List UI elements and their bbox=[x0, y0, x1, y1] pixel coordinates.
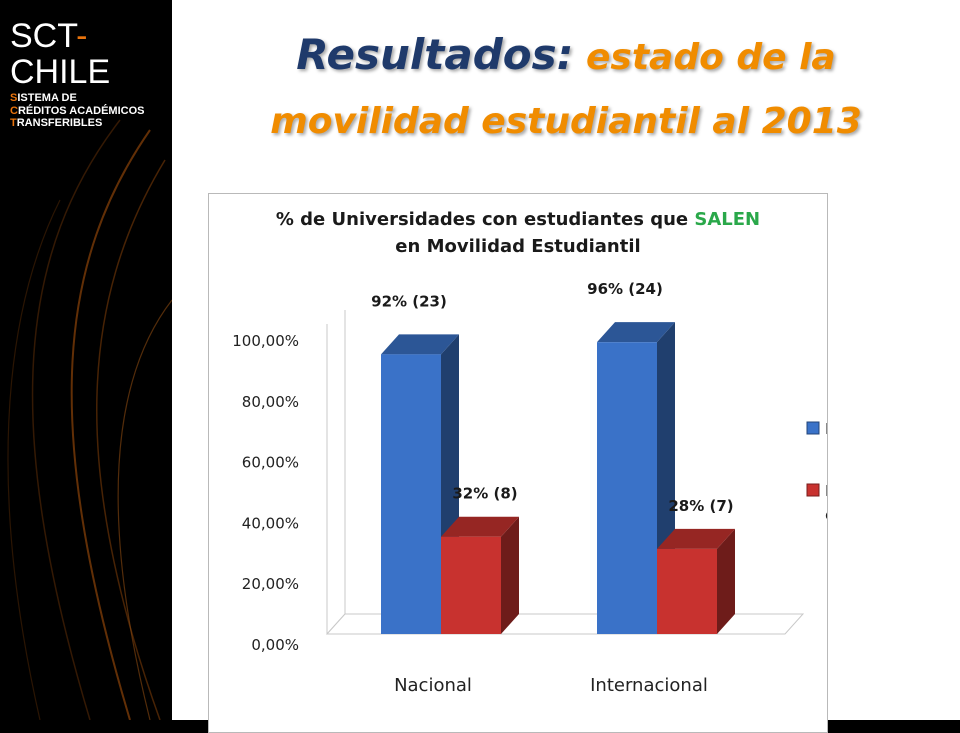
legend-swatch bbox=[806, 483, 820, 497]
data-label: 28% (7) bbox=[668, 497, 733, 515]
slide-title-lead: Resultados: bbox=[296, 30, 574, 79]
y-tick-label: 20,00% bbox=[242, 575, 299, 593]
brand-sub-line: SISTEMA DE bbox=[10, 92, 172, 105]
brand-name-part2: CHILE bbox=[10, 53, 111, 91]
bar-top bbox=[597, 322, 675, 343]
chart-title-part1: % de Universidades con estudiantes que bbox=[275, 209, 695, 230]
brand-name-part1: SCT bbox=[10, 17, 77, 55]
y-tick-label: 0,00% bbox=[251, 636, 299, 654]
chart-svg: 0,00% 20,00% 40,00% 60,00% 80,00% 100,00% 92% … bbox=[232, 280, 827, 696]
y-tick-label: 60,00% bbox=[242, 454, 299, 472]
data-label: 92% (23) bbox=[371, 292, 447, 310]
brand-sub-rest: RÉDITOS ACADÉMICOS bbox=[17, 104, 145, 117]
brand-sub-initial: S bbox=[10, 92, 18, 104]
bar-top bbox=[657, 528, 735, 549]
slide-title-line1: Resultados: estado de la bbox=[172, 26, 960, 93]
swirl-decoration bbox=[7, 119, 172, 720]
brand-name-separator: - bbox=[76, 17, 88, 55]
legend-label: Movilidad bbox=[825, 420, 827, 438]
legend-label-cont: en SCT bbox=[825, 506, 827, 524]
legend-label: Movilidad bbox=[825, 482, 827, 500]
data-label: 96% (24) bbox=[587, 280, 663, 298]
brand-sub-line: TRANSFERIBLES bbox=[10, 117, 172, 130]
sidebar: SCT-CHILE SISTEMA DE CRÉDITOS ACADÉMICOS… bbox=[0, 0, 172, 720]
legend-swatch bbox=[806, 421, 820, 435]
bar-top bbox=[381, 334, 459, 355]
brand-logo: SCT-CHILE SISTEMA DE CRÉDITOS ACADÉMICOS… bbox=[10, 18, 172, 130]
data-label: 32% (8) bbox=[452, 485, 517, 503]
slide-title-line2-text: movilidad estudiantil al 2013 bbox=[270, 101, 862, 142]
bar bbox=[441, 536, 501, 634]
brand-sub-line: CRÉDITOS ACADÉMICOS bbox=[10, 105, 172, 118]
brand-sub-rest: ISTEMA DE bbox=[17, 92, 77, 104]
brand-sub-initial: T bbox=[10, 117, 17, 129]
bar bbox=[597, 342, 657, 634]
brand-name: SCT-CHILE bbox=[10, 18, 172, 90]
chart-container: % de Universidades con estudiantes que S… bbox=[208, 193, 828, 733]
back-wall-edge bbox=[326, 310, 346, 635]
bar bbox=[381, 354, 441, 634]
x-tick-label: Nacional bbox=[394, 675, 472, 696]
slide-title-line2: movilidad estudiantil al 2013 bbox=[172, 93, 960, 157]
slide-title: Resultados: estado de la movilidad estud… bbox=[172, 26, 960, 157]
bar-side bbox=[717, 528, 735, 634]
y-tick-label: 80,00% bbox=[242, 393, 299, 411]
x-tick-label: Internacional bbox=[590, 675, 708, 696]
slide-title-rest: estado de la bbox=[573, 37, 836, 78]
y-tick-label: 40,00% bbox=[242, 514, 299, 532]
chart-title-line2: en Movilidad Estudiantil bbox=[395, 236, 641, 257]
chart-title-highlight: SALEN bbox=[694, 209, 761, 230]
bar-top bbox=[441, 516, 519, 537]
brand-sub-rest: RANSFERIBLES bbox=[16, 117, 103, 129]
bar-side bbox=[501, 516, 519, 634]
brand-subtitle: SISTEMA DE CRÉDITOS ACADÉMICOS TRANSFERI… bbox=[10, 92, 172, 130]
chart-title-line1: % de Universidades con estudiantes que S… bbox=[209, 206, 827, 233]
brand-sub-initial: C bbox=[10, 104, 18, 117]
chart-title: % de Universidades con estudiantes que S… bbox=[209, 206, 827, 260]
bar bbox=[657, 548, 717, 634]
y-tick-label: 100,00% bbox=[232, 332, 299, 350]
